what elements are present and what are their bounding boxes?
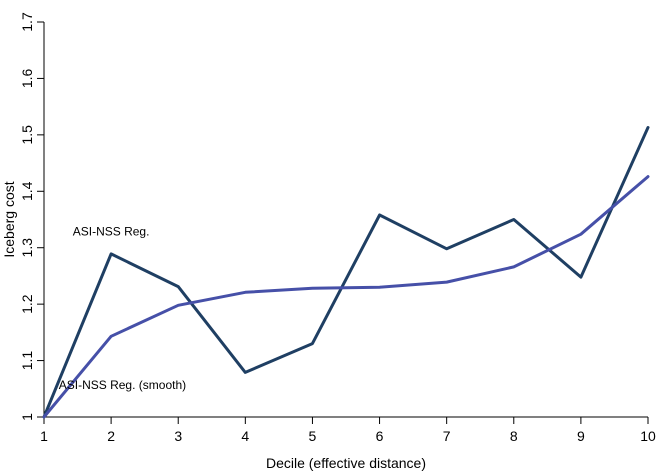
- x-tick-label: 9: [577, 428, 585, 444]
- y-tick-label: 1: [19, 413, 35, 421]
- x-tick-label: 5: [309, 428, 317, 444]
- series-line-asi-nss-reg: [42, 126, 650, 419]
- series-layer: [42, 126, 650, 419]
- y-tick-label: 1.5: [19, 125, 35, 145]
- x-tick-label: 6: [376, 428, 384, 444]
- y-tick-label: 1.7: [19, 12, 35, 32]
- x-axis: 1 2 3 4 5 6 7 8 9 10: [40, 416, 656, 444]
- y-axis: 1 1.1 1.2 1.3 1.4 1.5 1.6 1.7: [19, 12, 45, 421]
- x-tick-label: 4: [241, 428, 249, 444]
- y-tick-label: 1.3: [19, 238, 35, 258]
- x-tick-label: 1: [40, 428, 48, 444]
- x-tick-label: 8: [510, 428, 518, 444]
- y-axis-title: Iceberg cost: [1, 181, 17, 257]
- x-tick-label: 7: [443, 428, 451, 444]
- y-tick-label: 1.4: [19, 181, 35, 201]
- series-annotation-label: ASI-NSS Reg.: [73, 224, 150, 238]
- series-annotation-label: ASI-NSS Reg. (smooth): [59, 378, 186, 392]
- y-tick-label: 1.2: [19, 294, 35, 314]
- y-tick-label: 1.1: [19, 351, 35, 371]
- x-tick-label: 3: [174, 428, 182, 444]
- x-axis-title: Decile (effective distance): [266, 455, 426, 471]
- annotation-layer: ASI-NSS Reg. ASI-NSS Reg. (smooth): [59, 224, 186, 391]
- x-tick-label: 10: [640, 428, 656, 444]
- series-line-asi-nss-reg-smooth: [42, 175, 650, 419]
- x-tick-label: 2: [107, 428, 115, 444]
- y-tick-label: 1.6: [19, 68, 35, 88]
